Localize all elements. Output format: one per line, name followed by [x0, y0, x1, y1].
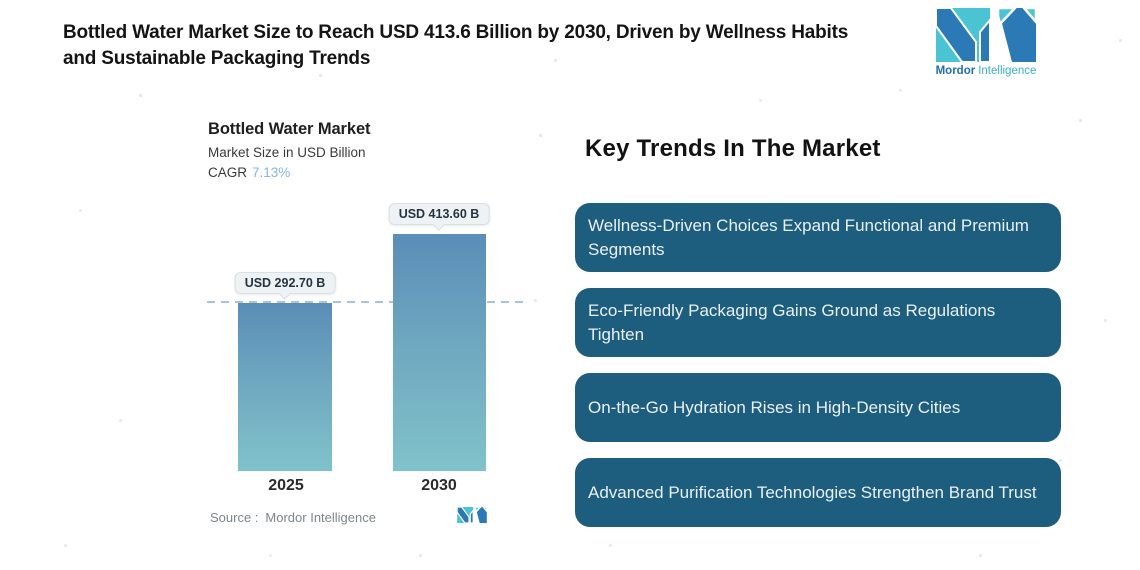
- chart-header: Bottled Water Market Market Size in USD …: [208, 120, 371, 180]
- trend-item-hydration: On-the-Go Hydration Rises in High-Densit…: [575, 373, 1061, 442]
- trend-text: Advanced Purification Technologies Stren…: [588, 482, 1037, 502]
- page-title-line1: Bottled Water Market Size to Reach USD 4…: [63, 22, 849, 43]
- trend-text: On-the-Go Hydration Rises in High-Densit…: [588, 397, 961, 417]
- source-label: Source :: [210, 510, 259, 525]
- brand-logo: Mordor Intelligence: [926, 8, 1046, 77]
- trends-list: Wellness-Driven Choices Expand Functiona…: [575, 203, 1061, 543]
- page-title: Bottled Water Market Size to Reach USD 4…: [63, 20, 953, 72]
- bar-value-label-2025: USD 292.70 B: [234, 272, 336, 294]
- brand-name-light: Intelligence: [978, 65, 1037, 77]
- trend-text: Eco-Friendly Packaging Gains Ground as R…: [588, 300, 996, 344]
- trend-item-eco-packaging: Eco-Friendly Packaging Gains Ground as R…: [575, 288, 1061, 357]
- trend-item-wellness: Wellness-Driven Choices Expand Functiona…: [575, 203, 1061, 272]
- page-title-line2: and Sustainable Packaging Trends: [63, 48, 371, 69]
- reference-dashline: [207, 301, 525, 303]
- chart-title: Bottled Water Market: [208, 120, 371, 138]
- bar-value-label-2030: USD 413.60 B: [388, 203, 490, 225]
- x-tick-2025: 2025: [268, 477, 304, 494]
- brand-name-bold: Mordor: [935, 65, 976, 77]
- brand-wordmark: Mordor Intelligence: [926, 65, 1046, 77]
- bar-value-text-2030: USD 413.60 B: [398, 207, 480, 221]
- trend-item-purification: Advanced Purification Technologies Stren…: [575, 458, 1061, 527]
- mordor-logo-mark-icon: [456, 506, 488, 528]
- bar-2025: [238, 303, 332, 471]
- chart-source: Source : Mordor Intelligence: [210, 510, 376, 525]
- bar-2030: [393, 234, 486, 471]
- trend-text: Wellness-Driven Choices Expand Functiona…: [588, 215, 1029, 259]
- chart-cagr: CAGR 7.13%: [208, 165, 370, 180]
- trends-heading: Key Trends In The Market: [585, 135, 881, 162]
- mordor-logo-icon: [936, 8, 1036, 62]
- background-speckles: [0, 0, 1, 1]
- bar-value-text-2025: USD 292.70 B: [244, 276, 326, 290]
- cagr-value: 7.13%: [252, 165, 291, 180]
- cagr-label: CAGR: [208, 165, 248, 180]
- bar-chart-plot-area: USD 292.70 B USD 413.60 B 2025 2030: [205, 195, 525, 494]
- mordor-mini-mark-icon: [456, 506, 488, 524]
- x-tick-2030: 2030: [421, 477, 457, 494]
- source-value: Mordor Intelligence: [265, 510, 376, 525]
- chart-subtitle: Market Size in USD Billion: [208, 145, 366, 160]
